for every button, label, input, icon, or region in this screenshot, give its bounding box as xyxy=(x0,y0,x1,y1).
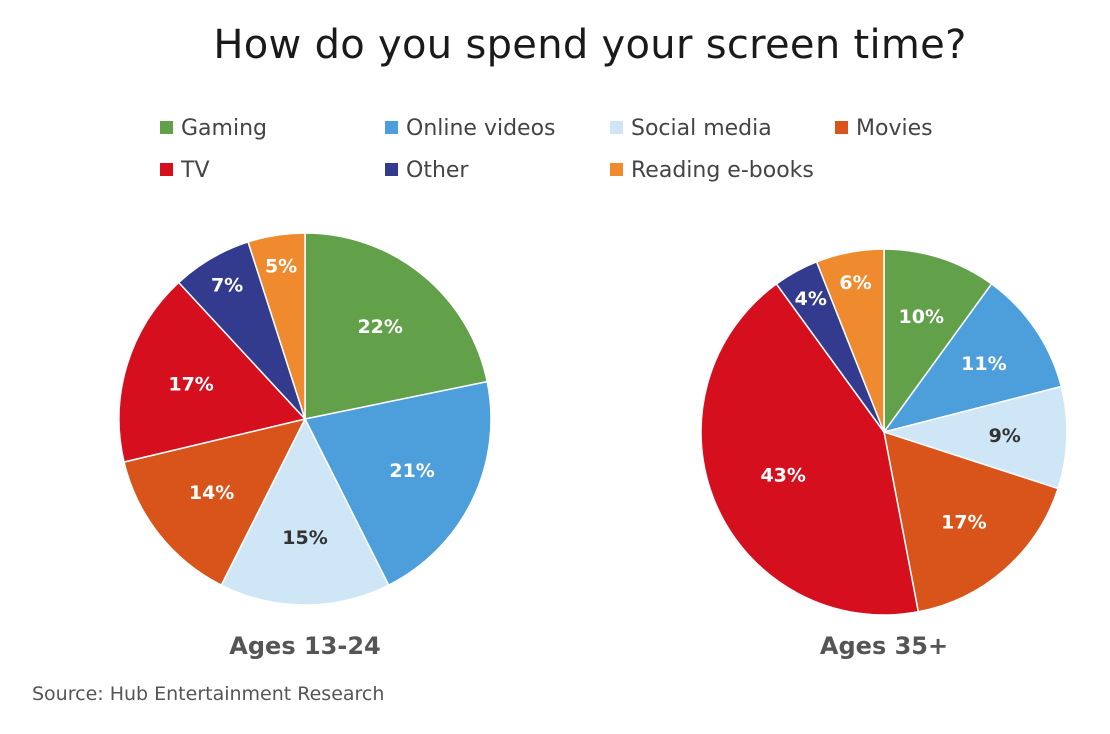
legend-label: Gaming xyxy=(181,116,267,141)
legend-swatch xyxy=(610,163,623,176)
slice-social-media xyxy=(881,385,1068,490)
slice-value-label: 10% xyxy=(899,306,944,328)
slice-gaming xyxy=(304,232,489,420)
legend: Gaming Online videos Social media Movies TV O… xyxy=(160,116,980,196)
slice-value-label: 7% xyxy=(211,275,243,297)
slice-tv xyxy=(118,281,307,463)
slice-online-videos xyxy=(882,282,1063,434)
pie-caption-ages-13-24: Ages 13-24 xyxy=(229,632,381,660)
slice-value-label: 17% xyxy=(168,373,213,395)
legend-swatch xyxy=(160,121,173,134)
legend-item-online-videos: Online videos xyxy=(385,116,556,142)
legend-swatch xyxy=(835,121,848,134)
legend-label: Reading e-books xyxy=(631,158,814,183)
legend-swatch xyxy=(160,163,173,176)
source-note: Source: Hub Entertainment Research xyxy=(32,683,385,705)
slice-value-label: 14% xyxy=(189,482,234,504)
slice-value-label: 11% xyxy=(961,353,1006,375)
slice-value-label: 22% xyxy=(357,316,402,338)
pie-0: 22% 21% 15% 14% 17% 7% 5% xyxy=(118,232,492,606)
legend-label: Social media xyxy=(631,116,772,141)
pie-caption-ages-35-plus: Ages 35+ xyxy=(819,632,949,660)
slice-reading-e-books xyxy=(247,232,306,420)
legend-item-tv: TV xyxy=(160,158,210,184)
slice-online-videos xyxy=(303,380,492,587)
legend-item-gaming: Gaming xyxy=(160,116,267,142)
slice-social-media xyxy=(220,417,390,606)
slice-reading-e-books xyxy=(815,248,885,433)
legend-item-reading-e-books: Reading e-books xyxy=(610,158,814,184)
slice-movies xyxy=(883,430,1059,613)
legend-swatch xyxy=(610,121,623,134)
slice-value-label: 4% xyxy=(795,288,827,310)
legend-label: TV xyxy=(181,158,210,183)
slice-tv xyxy=(700,282,920,616)
legend-swatch xyxy=(385,121,398,134)
legend-label: Other xyxy=(406,158,469,183)
legend-label: Online videos xyxy=(406,116,556,141)
pie-1: 10% 11% 9% 17% 43% 4% 6% xyxy=(700,248,1068,616)
legend-item-movies: Movies xyxy=(835,116,933,142)
legend-item-other: Other xyxy=(385,158,468,184)
slice-value-label: 15% xyxy=(282,527,327,549)
slice-value-label: 5% xyxy=(265,256,297,278)
slice-value-label: 43% xyxy=(760,465,805,487)
slice-value-label: 6% xyxy=(839,272,871,294)
slice-gaming xyxy=(883,248,993,435)
legend-item-social-media: Social media xyxy=(610,116,772,142)
slice-value-label: 9% xyxy=(989,425,1021,447)
slice-movies xyxy=(123,417,307,587)
chart-title: How do you spend your screen time? xyxy=(213,22,967,68)
slice-value-label: 21% xyxy=(389,460,434,482)
legend-swatch xyxy=(385,163,398,176)
legend-label: Movies xyxy=(856,116,933,141)
slice-value-label: 17% xyxy=(941,512,986,534)
